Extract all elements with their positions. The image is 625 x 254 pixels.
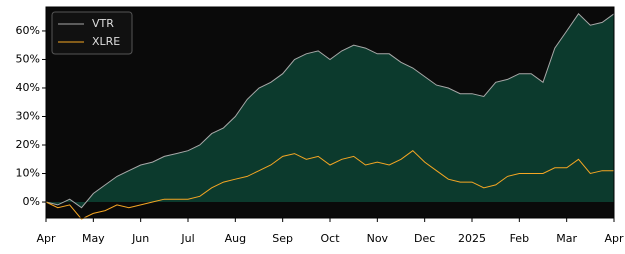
y-tick-label: 40% [16, 81, 40, 94]
legend-label: VTR [92, 17, 114, 30]
x-tick-label: 2025 [458, 232, 486, 245]
x-tick-label: Aug [225, 232, 246, 245]
series-line [45, 13, 615, 209]
legend-box [51, 11, 133, 55]
x-tick-label: May [82, 232, 105, 245]
y-tick-label: 50% [16, 52, 40, 65]
y-tick-label: 20% [16, 138, 40, 151]
x-tick-label: Jun [131, 232, 149, 245]
x-tick-label: Feb [510, 232, 529, 245]
x-tick-label: Nov [367, 232, 389, 245]
x-tick-label: Apr [604, 232, 624, 245]
y-tick-label: 30% [16, 109, 40, 122]
x-tick-label: Jul [180, 232, 194, 245]
y-tick-label: 0% [23, 195, 40, 208]
series-area [46, 13, 614, 208]
y-tick-label: 60% [16, 24, 40, 37]
plot-frame [45, 6, 615, 219]
x-tick-label: Sep [272, 232, 293, 245]
y-tick-label: 10% [16, 167, 40, 180]
x-tick-label: Mar [556, 232, 577, 245]
x-tick-label: Apr [36, 232, 56, 245]
series-line [45, 150, 614, 220]
x-tick-label: Oct [320, 232, 340, 245]
x-tick-label: Dec [414, 232, 435, 245]
legend-label: XLRE [92, 35, 120, 48]
